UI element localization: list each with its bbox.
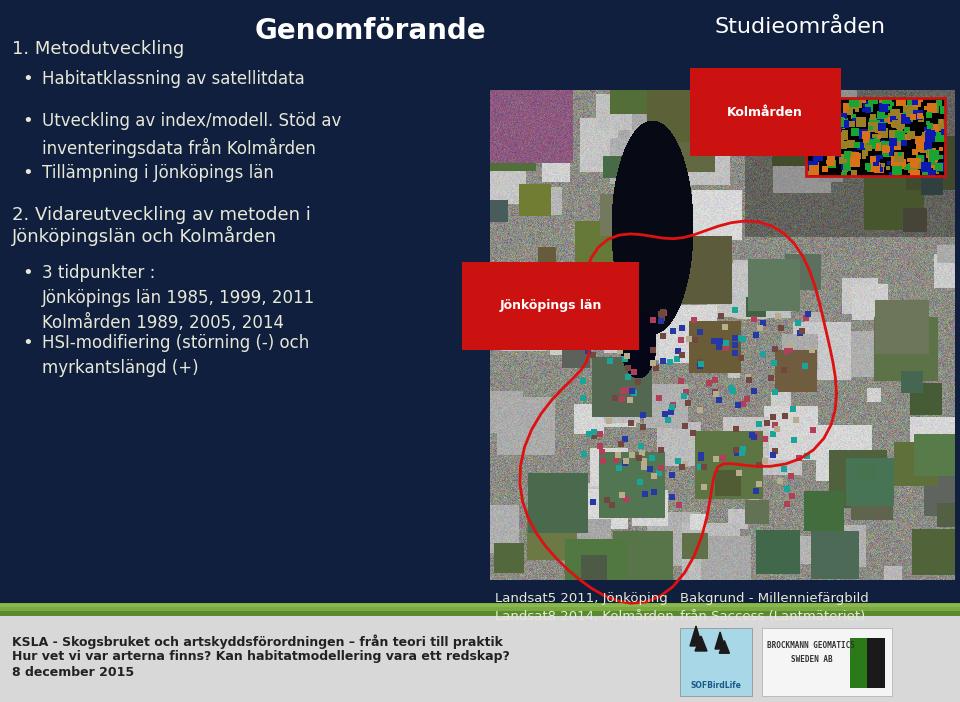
Text: SOFBirdLife: SOFBirdLife	[690, 682, 741, 691]
Text: Kolmården: Kolmården	[727, 105, 803, 119]
FancyBboxPatch shape	[0, 616, 960, 702]
Text: HSI-modifiering (störning (-) och
myrkantslängd (+): HSI-modifiering (störning (-) och myrkan…	[42, 334, 309, 377]
Text: Genomförande: Genomförande	[254, 17, 486, 45]
FancyBboxPatch shape	[0, 607, 960, 611]
Text: från Saccess (Lantmäteriet): från Saccess (Lantmäteriet)	[680, 610, 865, 623]
Text: •: •	[22, 334, 33, 352]
Polygon shape	[715, 632, 725, 649]
FancyBboxPatch shape	[0, 611, 960, 613]
Polygon shape	[719, 640, 730, 654]
Text: Hur vet vi var arterna finns? Kan habitatmodellering vara ett redskap?: Hur vet vi var arterna finns? Kan habita…	[12, 650, 510, 663]
Text: Habitatklassning av satellitdata: Habitatklassning av satellitdata	[42, 70, 304, 88]
Text: Jönköpings län: Jönköpings län	[499, 299, 602, 312]
FancyBboxPatch shape	[680, 628, 752, 696]
Text: Landsat8 2014, Kolmården: Landsat8 2014, Kolmården	[495, 610, 674, 623]
FancyBboxPatch shape	[0, 611, 960, 616]
FancyBboxPatch shape	[0, 609, 960, 611]
Text: •: •	[22, 112, 33, 130]
FancyBboxPatch shape	[867, 638, 885, 688]
Polygon shape	[695, 636, 707, 651]
Text: •: •	[22, 70, 33, 88]
FancyBboxPatch shape	[0, 604, 960, 607]
FancyBboxPatch shape	[0, 607, 960, 610]
FancyBboxPatch shape	[0, 612, 960, 614]
Text: Tillämpning i Jönköpings län: Tillämpning i Jönköpings län	[42, 164, 274, 182]
FancyBboxPatch shape	[762, 628, 892, 696]
Text: Jönköpingslän och Kolmården: Jönköpingslän och Kolmården	[12, 226, 277, 246]
FancyBboxPatch shape	[0, 606, 960, 609]
Text: SWEDEN AB: SWEDEN AB	[791, 656, 832, 665]
FancyBboxPatch shape	[0, 614, 960, 616]
Text: 1. Metodutveckling: 1. Metodutveckling	[12, 40, 184, 58]
Text: KSLA - Skogsbruket och artskyddsförordningen – från teori till praktik: KSLA - Skogsbruket och artskyddsförordni…	[12, 634, 503, 649]
Text: 3 tidpunkter :
Jönköpings län 1985, 1999, 2011
Kolmården 1989, 2005, 2014: 3 tidpunkter : Jönköpings län 1985, 1999…	[42, 264, 315, 332]
Polygon shape	[690, 626, 702, 646]
Text: BROCKMANN GEOMATICS: BROCKMANN GEOMATICS	[767, 642, 855, 651]
Text: Landsat5 2011, Jönköping: Landsat5 2011, Jönköping	[495, 592, 668, 605]
Text: •: •	[22, 164, 33, 182]
FancyBboxPatch shape	[0, 603, 960, 606]
Text: •: •	[22, 264, 33, 282]
Text: Bakgrund - Millenniefärgbild: Bakgrund - Millenniefärgbild	[680, 592, 869, 605]
FancyBboxPatch shape	[0, 604, 960, 607]
Text: Utveckling av index/modell. Stöd av
inventeringsdata från Kolmården: Utveckling av index/modell. Stöd av inve…	[42, 112, 342, 158]
Text: 2. Vidareutveckling av metoden i: 2. Vidareutveckling av metoden i	[12, 206, 311, 224]
Text: Studieområden: Studieområden	[714, 17, 885, 37]
FancyBboxPatch shape	[850, 638, 885, 688]
Text: 8 december 2015: 8 december 2015	[12, 666, 134, 679]
